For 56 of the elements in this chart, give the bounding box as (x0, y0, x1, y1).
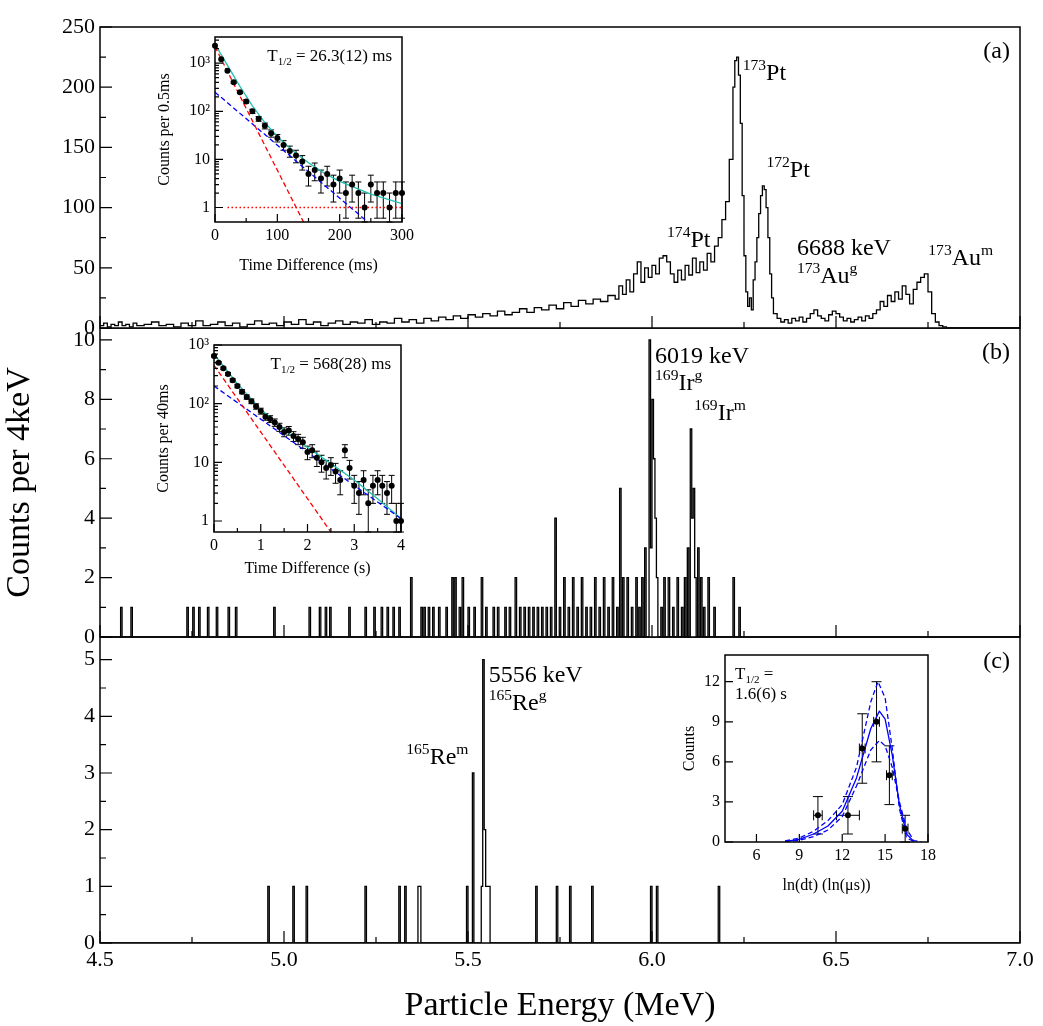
x-tick-label: 4 (397, 535, 405, 553)
annotation: (b) (982, 337, 1010, 364)
y-tick-label: 6 (712, 752, 720, 770)
x-tick-label: 5.0 (270, 945, 298, 971)
y-tick-label: 5 (84, 645, 95, 671)
y-tick-label: 4 (84, 503, 95, 529)
y-tick-label: 1 (84, 872, 95, 898)
y-tick-label: 200 (62, 72, 95, 98)
y-tick-label: 10 (194, 149, 210, 167)
y-tick-label: 0 (712, 832, 720, 850)
y-tick-label: 50 (73, 253, 95, 279)
y-tick-label: 100 (62, 193, 95, 219)
x-tick-label: 6 (752, 845, 761, 863)
y-tick-label: 10³ (189, 53, 211, 71)
y-tick-label: 0 (84, 622, 95, 648)
y-tick-label: 1 (201, 511, 209, 529)
y-tick-label: 4 (84, 702, 95, 728)
y-tick-label: 1 (202, 197, 210, 215)
x-axis-title: Time Difference (ms) (239, 255, 378, 274)
y-tick-label: 150 (62, 133, 95, 159)
x-tick-label: 200 (327, 225, 352, 243)
x-tick-label: 6.5 (822, 945, 850, 971)
y-tick-label: 10² (189, 101, 211, 119)
y-axis-title: Counts (679, 725, 697, 772)
x-tick-label: 1 (256, 535, 265, 553)
x-tick-label: 15 (877, 845, 894, 863)
y-tick-label: 3 (84, 758, 95, 784)
annotation: (c) (983, 646, 1010, 673)
y-axis-title: Counts per 0.5ms (154, 73, 173, 186)
x-tick-label: 3 (350, 535, 359, 553)
annotation: (a) (983, 36, 1010, 63)
y-tick-label: 2 (84, 563, 95, 589)
y-tick-label: 10 (193, 452, 209, 470)
y-tick-label: 10³ (188, 335, 210, 353)
x-tick-label: 18 (920, 845, 936, 863)
x-axis-title: Particle Energy (MeV) (404, 984, 716, 1023)
y-axis-title: Counts per 4keV (0, 366, 37, 598)
x-tick-label: 2 (303, 535, 312, 553)
y-tick-label: 10² (188, 393, 210, 411)
y-tick-label: 12 (704, 671, 720, 689)
y-tick-label: 3 (712, 792, 720, 810)
x-axis-title: ln(dt) (ln(μs)) (782, 875, 871, 894)
y-tick-label: 9 (712, 711, 720, 729)
x-tick-label: 9 (795, 845, 804, 863)
x-tick-label: 5.5 (454, 945, 482, 971)
x-tick-label: 6.0 (638, 945, 666, 971)
y-tick-label: 6 (84, 444, 95, 470)
y-tick-label: 250 (62, 12, 95, 38)
x-tick-label: 300 (390, 225, 414, 243)
y-tick-label: 2 (84, 815, 95, 841)
x-axis-title: Time Difference (s) (244, 558, 371, 577)
y-axis-title: Counts per 40ms (153, 384, 172, 493)
x-tick-label: 7.0 (1006, 945, 1034, 971)
x-tick-label: 12 (834, 845, 851, 863)
y-tick-label: 8 (84, 385, 95, 411)
x-tick-label: 100 (265, 225, 290, 243)
